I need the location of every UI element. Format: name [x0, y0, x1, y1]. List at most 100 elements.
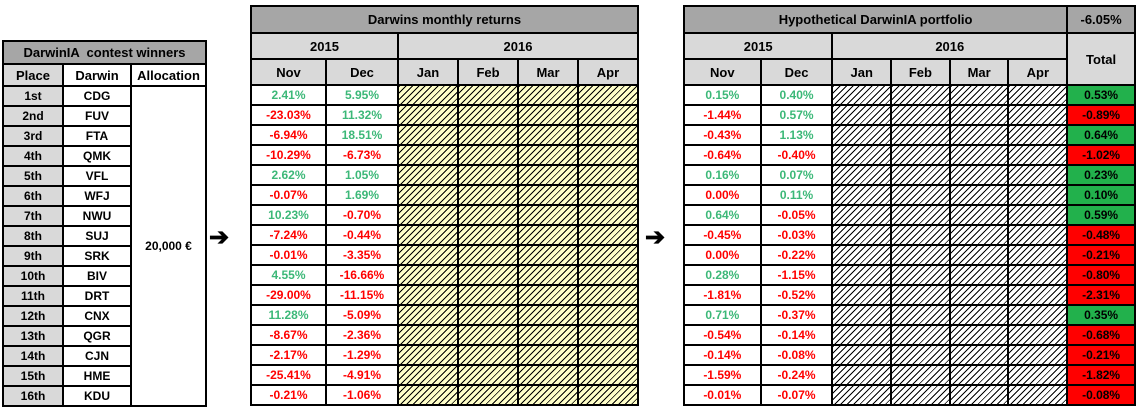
darwin-cell: CNX	[62, 305, 132, 327]
feb-no-data-hatched-cell	[890, 384, 951, 406]
dec-return-cell: -4.91%	[325, 364, 399, 386]
nov-return-cell: -2.17%	[250, 344, 327, 366]
table-row: 5th VFL	[2, 165, 206, 187]
dec-return-cell: -11.15%	[325, 284, 399, 306]
place-cell: 8th	[2, 225, 64, 247]
apr-no-data-hatched-cell	[1007, 104, 1069, 126]
feb-no-data-hatched-cell	[457, 224, 519, 246]
table-row: 2.41% 5.95%	[250, 84, 639, 106]
apr-no-data-hatched-cell	[577, 224, 639, 246]
dec-return-cell: -0.52%	[759, 284, 834, 306]
jan-no-data-hatched-cell	[397, 164, 459, 186]
mar-no-data-hatched-cell	[948, 284, 1010, 306]
dec-return-cell: 5.95%	[325, 84, 399, 106]
portfolio-year-row: 2015 2016 Total	[682, 32, 1136, 86]
jan-no-data-hatched-cell	[397, 84, 459, 106]
apr-no-data-hatched-cell	[1007, 364, 1069, 386]
nov-return-cell: 0.16%	[683, 164, 762, 186]
darwin-cell: KDU	[62, 385, 132, 407]
mar-no-data-hatched-cell	[948, 364, 1010, 386]
mar-no-data-hatched-cell	[517, 364, 579, 386]
apr-no-data-hatched-cell	[577, 264, 639, 286]
portfolio-title: Hypothetical DarwinIA portfolio	[682, 5, 1069, 34]
jan-no-data-hatched-cell	[831, 284, 893, 306]
nov-return-cell: -0.64%	[683, 144, 762, 166]
nov-return-cell: -1.59%	[683, 364, 762, 386]
total-cell: 0.35%	[1066, 304, 1136, 326]
total-cell: -0.89%	[1066, 104, 1136, 126]
jan-no-data-hatched-cell	[831, 84, 893, 106]
nov-return-cell: -6.94%	[250, 124, 327, 146]
nov-return-cell: -0.21%	[250, 384, 327, 406]
table-row: -0.01% -3.35%	[250, 244, 639, 266]
dec-return-cell: 1.69%	[325, 184, 399, 206]
jan-no-data-hatched-cell	[397, 224, 459, 246]
apr-no-data-hatched-cell	[577, 304, 639, 326]
darwin-cell: DRT	[62, 285, 132, 307]
jan-no-data-hatched-cell	[397, 344, 459, 366]
table-row: -0.54% -0.14% -0.68%	[683, 324, 1136, 346]
month-header-nov: Nov	[683, 58, 762, 86]
feb-no-data-hatched-cell	[890, 304, 951, 326]
apr-no-data-hatched-cell	[1007, 184, 1069, 206]
place-cell: 15th	[2, 365, 64, 387]
apr-no-data-hatched-cell	[1007, 264, 1069, 286]
portfolio-table: Hypothetical DarwinIA portfolio -6.05% 2…	[682, 5, 1136, 406]
jan-no-data-hatched-cell	[831, 244, 893, 266]
contest-winners-table: DarwinIA contest winners Place Darwin Allo…	[2, 40, 207, 407]
place-cell: 16th	[2, 385, 64, 407]
table-row: -0.21% -1.06%	[250, 384, 639, 406]
month-header-nov: Nov	[250, 58, 327, 86]
table-row: 0.16% 0.07% 0.23%	[683, 164, 1136, 186]
dec-return-cell: -2.36%	[325, 324, 399, 346]
mar-no-data-hatched-cell	[948, 324, 1010, 346]
monthly-returns-table: Darwins monthly returns 2015 2016 Nov Dec…	[250, 5, 639, 406]
table-row: 13th QGR	[2, 325, 206, 347]
year-header-2015: 2015	[682, 32, 834, 60]
nov-return-cell: 0.64%	[683, 204, 762, 226]
dec-return-cell: -0.22%	[759, 244, 834, 266]
place-cell: 4th	[2, 145, 64, 167]
darwin-cell: FTA	[62, 125, 132, 147]
table-row: -0.14% -0.08% -0.21%	[683, 344, 1136, 366]
month-header-dec: Dec	[759, 58, 834, 86]
mar-no-data-hatched-cell	[517, 304, 579, 326]
jan-no-data-hatched-cell	[397, 204, 459, 226]
feb-no-data-hatched-cell	[457, 204, 519, 226]
apr-no-data-hatched-cell	[1007, 164, 1069, 186]
table-row: -10.29% -6.73%	[250, 144, 639, 166]
place-cell: 10th	[2, 265, 64, 287]
table-row: 8th SUJ	[2, 225, 206, 247]
apr-no-data-hatched-cell	[1007, 324, 1069, 346]
jan-no-data-hatched-cell	[397, 104, 459, 126]
table-row: 9th SRK	[2, 245, 206, 267]
mar-no-data-hatched-cell	[517, 124, 579, 146]
nov-return-cell: -8.67%	[250, 324, 327, 346]
mar-no-data-hatched-cell	[517, 284, 579, 306]
table-row: 7th NWU	[2, 205, 206, 227]
dec-return-cell: -0.03%	[759, 224, 834, 246]
mar-no-data-hatched-cell	[948, 164, 1010, 186]
dec-return-cell: -6.73%	[325, 144, 399, 166]
jan-no-data-hatched-cell	[397, 304, 459, 326]
jan-no-data-hatched-cell	[831, 144, 893, 166]
monthly-returns-title-row: Darwins monthly returns	[250, 5, 639, 34]
feb-no-data-hatched-cell	[457, 344, 519, 366]
mar-no-data-hatched-cell	[517, 344, 579, 366]
month-header-apr: Apr	[577, 58, 639, 86]
apr-no-data-hatched-cell	[577, 204, 639, 226]
apr-no-data-hatched-cell	[1007, 344, 1069, 366]
nov-return-cell: -1.44%	[683, 104, 762, 126]
total-cell: -1.02%	[1066, 144, 1136, 166]
apr-no-data-hatched-cell	[1007, 84, 1069, 106]
table-row: 0.00% 0.11% 0.10%	[683, 184, 1136, 206]
feb-no-data-hatched-cell	[890, 104, 951, 126]
apr-no-data-hatched-cell	[577, 364, 639, 386]
dec-return-cell: -0.08%	[759, 344, 834, 366]
feb-no-data-hatched-cell	[890, 124, 951, 146]
dec-return-cell: 11.32%	[325, 104, 399, 126]
jan-no-data-hatched-cell	[831, 304, 893, 326]
table-row: 1st CDG 20,000 €	[2, 85, 207, 407]
table-row: -8.67% -2.36%	[250, 324, 639, 346]
place-cell: 11th	[2, 285, 64, 307]
